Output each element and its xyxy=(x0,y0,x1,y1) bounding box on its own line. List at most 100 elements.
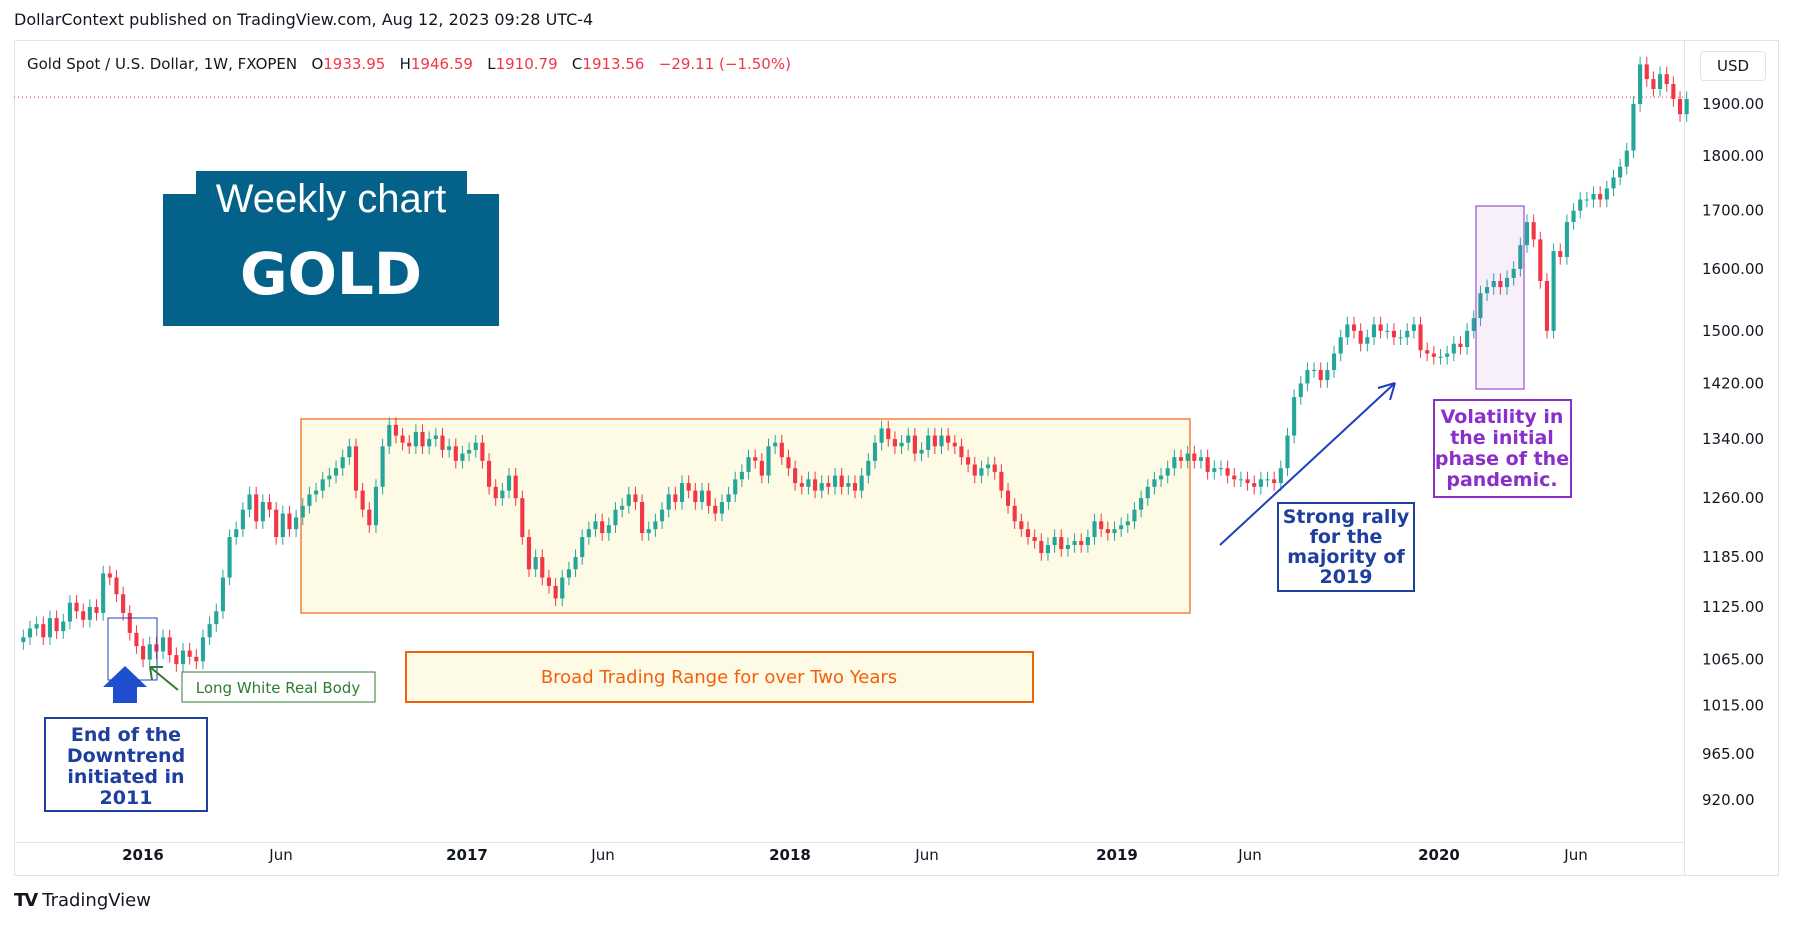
candle-body-123 xyxy=(839,475,844,487)
currency-button[interactable]: USD xyxy=(1700,51,1766,81)
candle-body-154 xyxy=(1045,545,1051,554)
candle-body-248 xyxy=(1671,84,1676,99)
candle-body-163 xyxy=(1105,529,1110,534)
candle-body-181 xyxy=(1225,468,1230,476)
candle-body-2 xyxy=(34,624,39,629)
candle-body-151 xyxy=(1025,529,1031,538)
pandemic-line1: Volatility in xyxy=(1441,406,1564,428)
candle-body-159 xyxy=(1079,541,1084,546)
candle-body-34 xyxy=(247,494,252,510)
candle-body-235 xyxy=(1584,199,1589,201)
time-tick-7: Jun xyxy=(1237,846,1261,864)
candle-body-161 xyxy=(1092,521,1097,538)
candle-body-98 xyxy=(673,494,678,503)
candle-body-92 xyxy=(633,494,638,503)
candle-body-223 xyxy=(1504,277,1510,288)
candle-body-146 xyxy=(992,464,997,472)
candle-body-13 xyxy=(107,573,112,578)
symbol-name: Gold Spot / U.S. Dollar, 1W, FXOPEN xyxy=(27,55,298,73)
open-label: O xyxy=(311,55,324,73)
candle-body-243 xyxy=(1638,64,1643,104)
candle-body-27 xyxy=(200,637,206,662)
candle-body-193 xyxy=(1305,370,1310,384)
candle-body-100 xyxy=(686,483,691,491)
tradingview-icon: TV xyxy=(14,890,38,911)
candle-body-120 xyxy=(819,483,824,491)
candle-body-157 xyxy=(1065,545,1070,550)
time-tick-5: Jun xyxy=(914,846,938,864)
rally-line3: majority of xyxy=(1287,546,1405,568)
chart-frame xyxy=(14,40,1779,876)
candle-body-88 xyxy=(606,525,611,534)
candle-body-162 xyxy=(1099,521,1104,530)
candle-body-194 xyxy=(1312,370,1317,372)
candle-body-15 xyxy=(121,594,126,613)
candle-body-82 xyxy=(566,569,571,578)
candles xyxy=(21,56,1689,672)
price-tick-5: 1420.00 xyxy=(1702,374,1764,392)
candle-body-80 xyxy=(553,585,558,599)
candle-body-118 xyxy=(806,479,811,487)
candle-body-239 xyxy=(1611,177,1616,189)
rally-line2: for the xyxy=(1310,526,1383,548)
rally-line1: Strong rally xyxy=(1283,506,1410,528)
price-tick-10: 1065.00 xyxy=(1702,651,1764,669)
branding-text: TradingView xyxy=(42,890,151,911)
long-white-body-text: Long White Real Body xyxy=(196,679,361,697)
candle-body-145 xyxy=(986,464,991,469)
price-tick-2: 1700.00 xyxy=(1702,202,1764,220)
pandemic-line3: phase of the xyxy=(1435,448,1569,470)
price-tick-11: 1015.00 xyxy=(1702,697,1764,715)
candle-body-225 xyxy=(1518,245,1523,269)
candle-body-137 xyxy=(932,435,937,447)
trading-range-label: Broad Trading Range for over Two Years xyxy=(541,667,897,688)
candle-body-173 xyxy=(1172,457,1177,469)
candle-body-232 xyxy=(1564,222,1569,258)
pandemic-label-box xyxy=(1433,399,1572,498)
candle-body-115 xyxy=(786,457,791,469)
candle-body-54 xyxy=(380,446,385,487)
price-tick-8: 1185.00 xyxy=(1702,548,1764,566)
symbol-legend[interactable]: Gold Spot / U.S. Dollar, 1W, FXOPEN O193… xyxy=(27,55,791,73)
candle-body-83 xyxy=(573,557,578,570)
candle-body-197 xyxy=(1331,353,1337,371)
candle-body-149 xyxy=(1012,505,1017,522)
low-label: L xyxy=(487,55,496,73)
candle-body-10 xyxy=(87,606,92,620)
candle-body-201 xyxy=(1358,330,1363,344)
candle-body-143 xyxy=(972,464,977,476)
candle-body-6 xyxy=(61,621,66,632)
tradingview-logo[interactable]: TV TradingView xyxy=(14,890,151,911)
candle-body-134 xyxy=(912,435,917,454)
candle-body-198 xyxy=(1338,337,1343,354)
candle-body-87 xyxy=(600,521,605,534)
candle-body-132 xyxy=(899,442,904,447)
end-downtrend-line2: Downtrend xyxy=(67,745,185,767)
candle-body-4 xyxy=(47,618,53,638)
end-downtrend-line3: initiated in xyxy=(67,766,184,788)
candle-body-178 xyxy=(1205,457,1210,472)
candle-body-71 xyxy=(493,486,498,499)
candle-body-155 xyxy=(1052,537,1057,546)
candle-body-200 xyxy=(1351,324,1357,331)
candle-body-192 xyxy=(1298,383,1303,398)
candle-body-250 xyxy=(1684,98,1689,115)
price-tick-7: 1260.00 xyxy=(1702,489,1764,507)
candle-body-47 xyxy=(333,468,339,476)
price-tick-12: 965.00 xyxy=(1702,745,1755,763)
candle-body-211 xyxy=(1425,350,1430,354)
candle-body-199 xyxy=(1345,324,1350,338)
candle-body-222 xyxy=(1498,280,1503,288)
candle-body-219 xyxy=(1478,293,1483,319)
candle-body-122 xyxy=(832,475,838,487)
candle-body-33 xyxy=(240,509,245,530)
candle-body-108 xyxy=(739,471,744,480)
candle-body-131 xyxy=(892,439,897,447)
candle-body-103 xyxy=(706,490,711,506)
candle-body-50 xyxy=(353,446,359,491)
candle-body-169 xyxy=(1145,486,1150,499)
candle-body-25 xyxy=(187,650,192,657)
candle-body-7 xyxy=(67,602,72,622)
candle-body-37 xyxy=(267,502,272,510)
candle-body-204 xyxy=(1378,324,1383,331)
